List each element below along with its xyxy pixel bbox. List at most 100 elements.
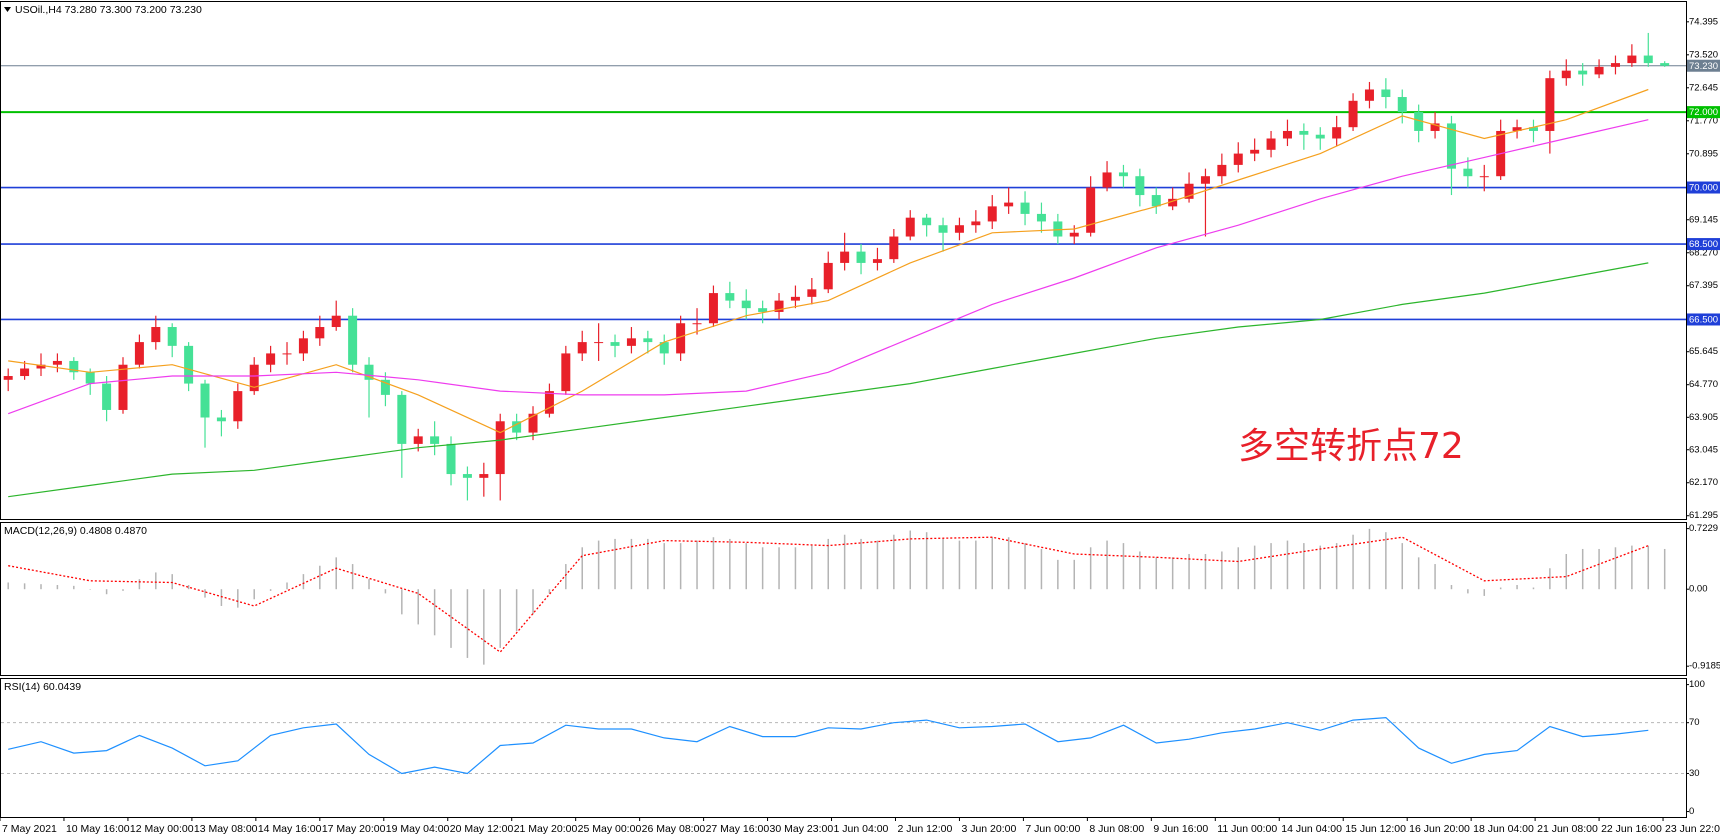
candle-body [544, 391, 554, 414]
level-label: 68.500 [1689, 239, 1718, 250]
candle-body [1512, 127, 1522, 131]
macd-bar [1368, 528, 1371, 590]
candle-body [692, 323, 702, 325]
x-tick-label: 20 May 12:00 [450, 823, 514, 835]
macd-bar [942, 538, 944, 590]
candle-body [1364, 89, 1374, 101]
y-tick-label: 30 [1689, 768, 1700, 779]
macd-bar [1385, 532, 1387, 590]
macd-bar [220, 589, 223, 606]
candle-body [643, 338, 653, 343]
candle-body [1266, 138, 1276, 150]
macd-bar [105, 589, 108, 595]
macd-bar [729, 538, 731, 590]
y-tick-label: 63.905 [1689, 412, 1718, 423]
macd-bar [204, 589, 206, 598]
macd-bar [581, 547, 583, 590]
macd-bar [696, 540, 698, 590]
macd-bar [778, 547, 780, 590]
panel-title: RSI(14) 60.0439 [4, 681, 81, 693]
candle-body [774, 300, 784, 312]
moving-average [8, 88, 1649, 434]
level-label: 72.000 [1689, 107, 1718, 118]
macd-bar [23, 583, 26, 590]
candle-body [1610, 63, 1620, 67]
macd-bar [893, 534, 895, 590]
macd-bar [1270, 543, 1272, 590]
x-tick-label: 27 May 16:00 [706, 823, 770, 835]
candle-body [1446, 123, 1456, 169]
macd-bar [1352, 534, 1354, 590]
macd-bar [515, 589, 518, 632]
level-label-box [1687, 181, 1720, 194]
candle-body [659, 342, 669, 354]
candle-body [184, 345, 194, 384]
macd-bar [483, 589, 485, 665]
x-tick-label: 2 Jun 12:00 [897, 823, 952, 835]
macd-bar [1057, 559, 1059, 590]
macd-bar [1237, 547, 1240, 590]
y-tick-label: 69.145 [1689, 214, 1718, 225]
macd-bar [171, 574, 173, 590]
candle-body [741, 300, 751, 309]
y-tick-label: 62.170 [1689, 477, 1718, 488]
macd-bar [876, 540, 879, 590]
candle-body [102, 383, 112, 410]
x-tick-label: 17 May 20:00 [322, 823, 386, 835]
macd-bar [73, 585, 75, 590]
macd-bar [925, 532, 928, 590]
y-tick-label: 65.645 [1689, 346, 1718, 357]
candle-body [1069, 232, 1079, 237]
y-tick-label: 70 [1689, 717, 1700, 728]
candle-body [380, 379, 390, 395]
candle-body [1561, 70, 1571, 79]
y-tick-label: 72.645 [1689, 82, 1718, 93]
candle-body [987, 206, 997, 222]
candle-body [1528, 127, 1538, 131]
macd-bar [860, 538, 862, 590]
candle-body [479, 474, 489, 478]
macd-bar [1155, 557, 1158, 590]
macd-bar [89, 589, 91, 590]
x-tick-label: 10 May 16:00 [66, 823, 130, 835]
panel-frame [0, 678, 1687, 818]
candle-body [1168, 198, 1178, 207]
macd-bar [1089, 547, 1092, 590]
candle-body [1102, 172, 1112, 188]
candle-body [495, 421, 505, 475]
candle-body [840, 251, 850, 263]
level-label-box [1687, 238, 1720, 251]
candle-body [954, 225, 964, 233]
candle-body [266, 353, 276, 365]
y-tick-label: 68.270 [1689, 247, 1718, 258]
x-tick-label: 16 Jun 20:00 [1409, 823, 1470, 835]
x-tick-label: 23 Jun 22:00 [1665, 823, 1720, 835]
macd-bar [1335, 543, 1338, 590]
x-tick-label: 25 May 00:00 [578, 823, 642, 835]
x-tick-label: 7 May 2021 [2, 823, 57, 835]
macd-bar [1221, 551, 1223, 590]
candle-body [167, 327, 177, 346]
x-tick-label: 18 Jun 04:00 [1473, 823, 1534, 835]
macd-bar [532, 589, 534, 615]
candle-body [151, 327, 161, 343]
macd-bar [1565, 553, 1568, 590]
candle-body [1627, 55, 1637, 64]
x-tick-label: 14 Jun 04:00 [1281, 823, 1342, 835]
y-tick-label: 0.00 [1689, 584, 1708, 595]
candle-body [331, 315, 341, 328]
candle-body [725, 293, 735, 301]
macd-bar [827, 538, 829, 590]
macd-bar [499, 589, 501, 648]
macd-bar [548, 589, 551, 594]
macd-bar [761, 547, 764, 590]
candle-body [528, 413, 538, 433]
macd-bar [1122, 543, 1125, 590]
candle-body [413, 436, 423, 444]
macd-bar [1303, 543, 1305, 590]
level-label-box [1687, 313, 1720, 326]
macd-bar [614, 538, 616, 590]
macd-bar [958, 540, 961, 590]
